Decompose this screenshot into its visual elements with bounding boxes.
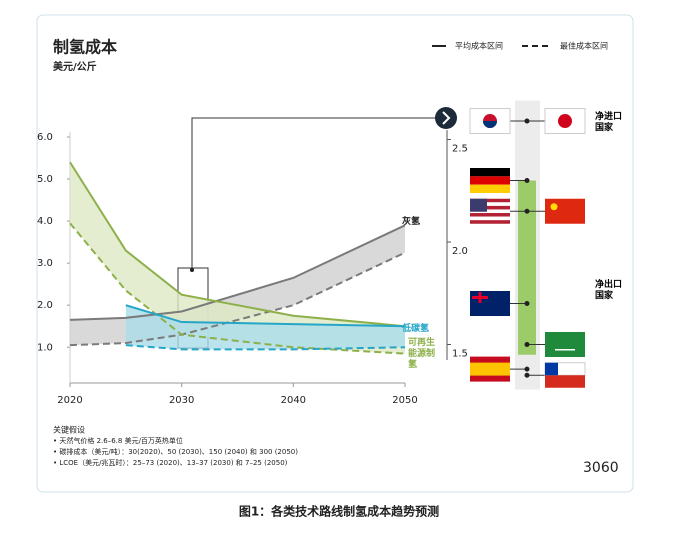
connector <box>191 117 436 270</box>
flag <box>470 198 510 203</box>
flag <box>470 198 487 212</box>
y-tick-label: 1.5 <box>452 349 468 360</box>
x-tick-label: 2050 <box>392 395 417 406</box>
flag <box>478 292 482 303</box>
connector-dot <box>190 268 194 272</box>
flag <box>470 213 510 217</box>
band-area <box>125 305 405 350</box>
chart-title: 制氢成本 <box>53 38 117 57</box>
flag <box>470 205 510 210</box>
dot <box>524 372 530 378</box>
flag <box>470 220 510 224</box>
note: • LCOE（美元/兆瓦时）：25–73 (2020)、13–37 (2030)… <box>53 458 288 467</box>
y-tick-label: 2.0 <box>452 246 468 257</box>
band-line <box>69 224 406 321</box>
band-line <box>69 161 406 328</box>
flag <box>550 203 558 211</box>
dot <box>524 118 530 124</box>
flag <box>470 362 510 376</box>
dot <box>524 342 530 347</box>
legend-label: 最佳成本区间 <box>560 41 608 51</box>
band-line <box>125 344 406 351</box>
notes-title: 关键假设 <box>53 425 85 435</box>
dot <box>524 178 530 183</box>
caption: 图1：各类技术路线制氢成本趋势预测 <box>239 504 439 519</box>
flag <box>470 184 510 193</box>
flag <box>470 168 510 177</box>
legend-label: 平均成本区间 <box>455 41 503 51</box>
flag <box>545 375 585 388</box>
arrow-button <box>435 107 457 129</box>
dot <box>524 301 530 306</box>
x-tick-label: 2030 <box>169 395 194 406</box>
x-tick-label: 2020 <box>57 395 82 406</box>
note: • 天然气价格 2.6–6.8 美元/百万英热单位 <box>53 436 183 445</box>
band-line <box>125 304 406 328</box>
flag <box>558 114 572 129</box>
flag <box>470 216 510 221</box>
flag <box>470 209 510 214</box>
dot <box>524 208 530 214</box>
flag <box>470 176 510 185</box>
flag <box>545 362 558 376</box>
note: • 碳排成本（美元/吨）：30(2020)、50 (2030)、150 (204… <box>53 447 298 456</box>
arrow-icon <box>442 111 451 125</box>
flag <box>470 202 510 206</box>
y-tick-label: 5.0 <box>37 174 53 185</box>
dot <box>524 366 530 372</box>
y-tick-label: 3.0 <box>37 258 53 269</box>
band-area <box>70 162 405 354</box>
chart-subtitle: 美元/公斤 <box>53 60 97 73</box>
group-label: 净进口国家 <box>595 112 623 133</box>
y-tick-label: 2.5 <box>452 144 468 155</box>
y-tick-label: 2.0 <box>37 300 53 311</box>
series-label: 灰氢 <box>402 217 421 228</box>
y-tick-label: 6.0 <box>37 132 53 143</box>
flag <box>555 349 575 351</box>
flag <box>470 291 510 316</box>
range-bar <box>518 180 536 355</box>
x-tick-label: 2040 <box>281 395 306 406</box>
watermark: 3060 <box>583 460 619 476</box>
flag <box>545 198 585 224</box>
flag <box>545 332 585 357</box>
y-tick-label: 4.0 <box>37 216 53 227</box>
y-tick-label: 1.0 <box>37 342 53 353</box>
series-label: 可再生能源制氢 <box>408 338 436 371</box>
flag <box>483 121 497 129</box>
series-label: 低碳氢 <box>402 324 430 335</box>
group-label: 净出口国家 <box>595 280 623 301</box>
